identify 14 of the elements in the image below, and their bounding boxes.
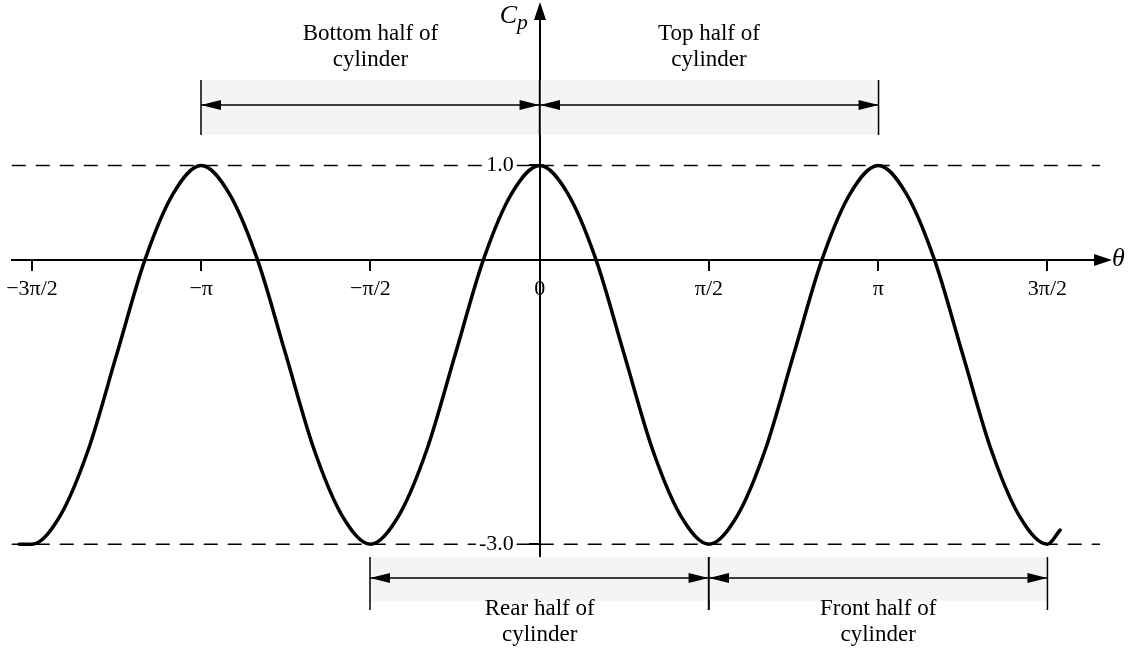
band-label: Front half of cylinder [819,595,938,647]
x-tick-label: −π/2 [350,275,391,301]
x-tick-label: −3π/2 [6,275,58,301]
x-tick-label: −π [189,275,213,301]
band-label: Bottom half of cylinder [301,20,440,72]
x-tick-label: π [872,275,884,301]
x-tick-label: π/2 [694,275,724,301]
y-axis-title: C$_{p}$ [499,0,528,36]
y-tick-label: -3.0 [478,529,514,555]
band-label: Top half of cylinder [657,20,761,72]
x-axis-title: θ [1112,243,1125,274]
x-tick-label: 3π/2 [1027,275,1068,301]
band-label: Rear half of cylinder [483,595,596,647]
y-tick-label: 1.0 [486,151,514,177]
